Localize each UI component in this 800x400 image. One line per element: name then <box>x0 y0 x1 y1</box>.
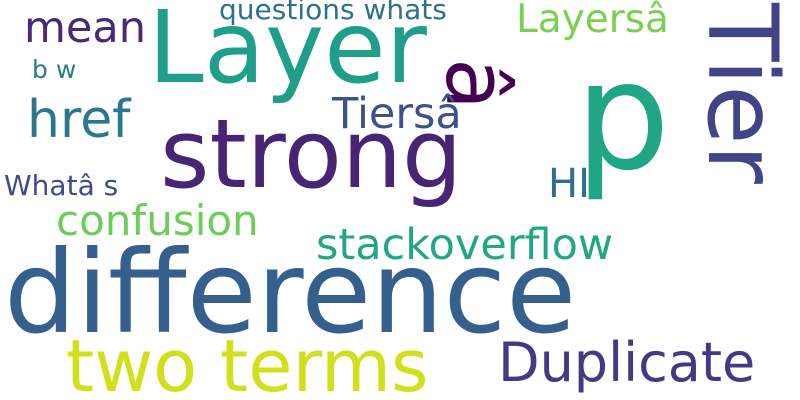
word-mean: mean <box>24 3 146 53</box>
word-p: p <box>575 30 671 204</box>
word-layers: Layersâ <box>516 0 669 42</box>
word-tiers: Tiersâ <box>332 89 462 139</box>
word-confusion: confusion <box>56 196 259 245</box>
word-hi: HI <box>548 161 590 207</box>
word-two-terms: two terms <box>66 324 429 400</box>
word-duplicate: Duplicate <box>498 331 756 394</box>
word-strong: strong <box>160 100 463 210</box>
word-href: href <box>27 90 131 150</box>
word-whats: Whatâ s <box>4 169 119 202</box>
word-stackoverflow: stackoverflow <box>316 220 614 270</box>
word-layer: Layer <box>148 0 427 106</box>
word-difference: difference <box>4 226 577 359</box>
word-b-w: b w <box>32 55 77 84</box>
word-tier: Tier <box>686 3 798 184</box>
word-questions-whats: questions whats <box>219 0 447 26</box>
